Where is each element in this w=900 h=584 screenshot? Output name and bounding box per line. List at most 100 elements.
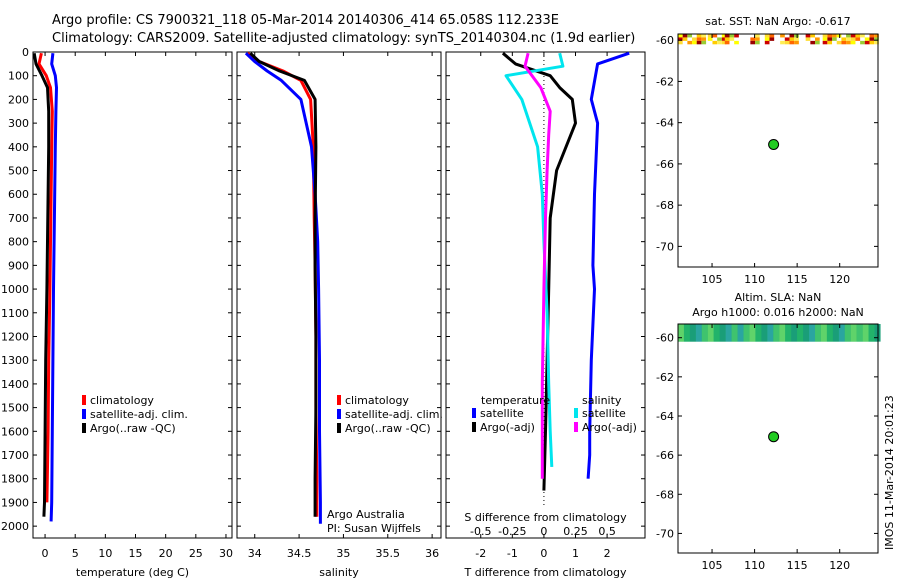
sst-cell (836, 40, 842, 45)
sst-cell (724, 37, 730, 41)
sst-cell (721, 37, 727, 41)
annotation-line: Argo Australia (327, 508, 405, 521)
sla-cell (755, 324, 762, 342)
plot-frame (445, 51, 646, 539)
series-line-temperature-argo-adj- (501, 52, 577, 491)
x-tick-label: 115 (787, 273, 808, 286)
sst-cell (864, 37, 870, 41)
legend-label: satellite (582, 407, 626, 420)
sst-cell (855, 37, 861, 41)
sst-cell (687, 40, 693, 45)
x-top-tick-label: -0.25 (498, 525, 526, 538)
sst-cell (755, 34, 760, 38)
sla-cell (719, 324, 726, 342)
sst-cell (810, 34, 816, 38)
y-tick-label: 2000 (1, 520, 29, 533)
plot-frame (32, 51, 233, 539)
y-tick-label: 1300 (1, 354, 29, 367)
y-tick-label: -60 (656, 332, 674, 345)
sst-cell (721, 40, 727, 45)
sst-cell (850, 34, 856, 38)
sst-cell (780, 34, 785, 38)
sst-cell (729, 34, 735, 38)
temperature-panel: 0100200300400500600700800900100011001200… (1, 46, 233, 579)
y-tick-label: 1900 (1, 496, 29, 509)
legend-label: climatology (90, 394, 154, 407)
x-top-axis-label: S difference from climatology (464, 511, 627, 524)
sla-cell (826, 324, 833, 342)
sst-cell (855, 34, 861, 38)
sst-cell (864, 40, 870, 45)
sla-cell (683, 324, 690, 342)
x-tick-label: 5 (72, 547, 79, 560)
legend-label: Argo(-adj) (480, 421, 535, 434)
sst-cell (841, 40, 847, 45)
y-tick-label: 0 (22, 46, 29, 59)
figure-title-line1: Argo profile: CS 7900321_118 05-Mar-2014… (52, 13, 559, 28)
sla-cell (844, 324, 851, 342)
sst-cell (750, 40, 756, 45)
sst-cell (712, 34, 718, 38)
y-tick-label: -66 (656, 158, 674, 171)
sst-cell (850, 40, 856, 45)
x-tick-label: 0 (540, 547, 547, 560)
x-axis-label: T difference from climatology (464, 566, 627, 579)
sst-cell (717, 40, 722, 45)
series-line-temperature-satellite (586, 51, 630, 479)
y-tick-label: 1200 (1, 330, 29, 343)
sst-cell (755, 37, 760, 41)
x-tick-label: -1 (507, 547, 518, 560)
y-tick-label: -66 (656, 449, 674, 462)
sst-map-panel: -60 -62 -64 -66 -68 -70 105 110 115 120 sat. SST: … (656, 15, 879, 286)
y-tick-label: -70 (656, 240, 674, 253)
sst-cell (794, 40, 799, 45)
x-tick-label: 30 (219, 547, 233, 560)
sla-cell (701, 324, 708, 342)
legend-swatch (472, 422, 476, 432)
sst-cell (869, 40, 875, 45)
legend-title: salinity (582, 394, 622, 407)
sla-cell (761, 324, 768, 342)
sla-cell (773, 324, 780, 342)
y-tick-label: -68 (656, 488, 674, 501)
legend-label: climatology (345, 394, 409, 407)
legend-swatch (337, 409, 341, 419)
sst-cell (678, 34, 683, 38)
sst-cell (841, 37, 847, 41)
sst-cell (874, 34, 879, 38)
x-top-tick-label: 0.5 (598, 525, 616, 538)
x-tick-label: 34.5 (287, 547, 312, 560)
y-tick-label: 400 (8, 141, 29, 154)
x-tick-label: 2 (604, 547, 611, 560)
legend-swatch (82, 395, 86, 405)
sst-cell (750, 37, 756, 41)
y-tick-label: 1600 (1, 425, 29, 438)
sst-cell (707, 37, 713, 41)
sla-cell (689, 324, 696, 342)
x-top-tick-label: 0.25 (563, 525, 588, 538)
sst-cell (682, 34, 688, 38)
y-tick-label: 500 (8, 165, 29, 178)
sst-cell (822, 34, 828, 38)
sst-cell (794, 37, 799, 41)
sla-cell (767, 324, 774, 342)
difference-panel: -2 -1 0 1 2 T difference from climatology -0.5… (445, 51, 646, 579)
sst-cell (707, 34, 713, 38)
legend-swatch (82, 423, 86, 433)
sla-cell (838, 324, 845, 342)
sst-cell (874, 40, 879, 45)
sst-cell (832, 34, 837, 38)
sst-cell (696, 37, 702, 41)
sst-cell (692, 37, 697, 41)
x-axis-label: salinity (319, 566, 359, 579)
y-tick-label: 600 (8, 188, 29, 201)
series-line-climatology (37, 52, 54, 503)
x-tick-label: 15 (129, 547, 143, 560)
sst-cell (682, 37, 688, 41)
y-tick-label: 700 (8, 212, 29, 225)
sst-cell (701, 34, 707, 38)
y-tick-label: -62 (656, 75, 674, 88)
y-tick-label: 1400 (1, 378, 29, 391)
x-top-tick-label: -0.5 (470, 525, 491, 538)
sst-cell (850, 37, 856, 41)
